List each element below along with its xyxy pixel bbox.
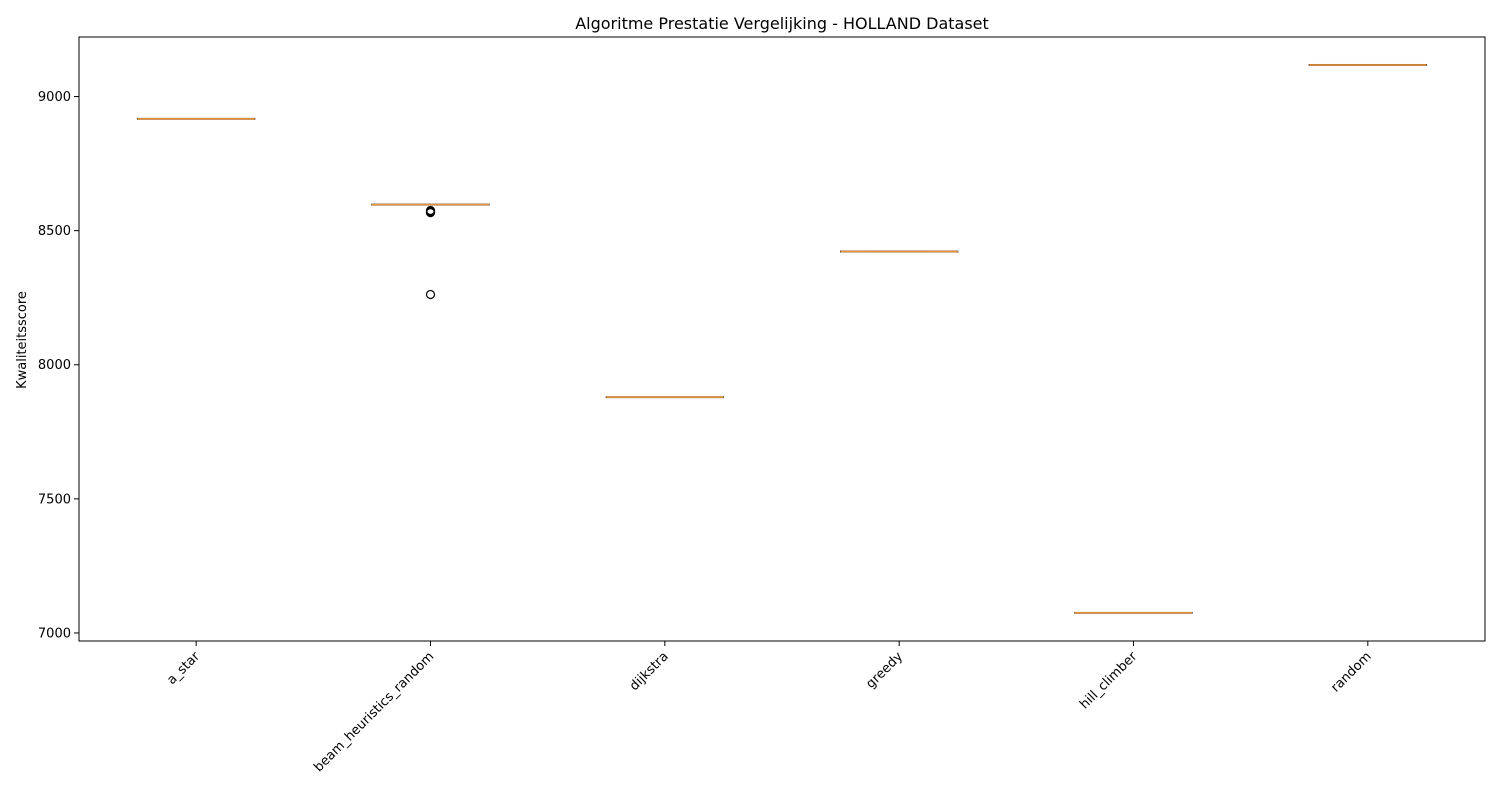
y-tick-label: 7000 xyxy=(38,626,71,641)
x-tick-label: beam_heuristics_random xyxy=(311,649,437,775)
y-tick-label: 9000 xyxy=(38,90,71,105)
x-tick-label: random xyxy=(1328,649,1374,695)
x-tick-label: greedy xyxy=(863,649,906,692)
box-random xyxy=(1308,63,1427,66)
box-a_star xyxy=(137,117,256,120)
y-tick-label: 8000 xyxy=(38,358,71,373)
plot-area-frame xyxy=(78,36,1486,642)
y-tick-label: 8500 xyxy=(38,224,71,239)
box-dijkstra xyxy=(605,396,724,399)
box-hill_climber xyxy=(1074,611,1193,614)
box-beam_heuristics_random xyxy=(371,203,490,300)
y-axis: 7000 7500 8000 8500 9000 xyxy=(38,90,79,641)
outlier-point xyxy=(425,289,436,300)
chart-title: Algoritme Prestatie Vergelijking - HOLLA… xyxy=(575,14,989,33)
y-tick-label: 7500 xyxy=(38,492,71,507)
box-greedy xyxy=(840,250,959,253)
y-axis-label: Kwaliteitsscore xyxy=(15,291,30,389)
x-tick-label: a_star xyxy=(164,649,203,688)
outlier-point xyxy=(425,205,436,216)
x-tick-label: dijkstra xyxy=(627,649,672,694)
x-tick-label: hill_climber xyxy=(1077,649,1141,713)
x-axis: a_star beam_heuristics_random dijkstra gree… xyxy=(164,641,1375,775)
box-series xyxy=(137,63,1427,614)
